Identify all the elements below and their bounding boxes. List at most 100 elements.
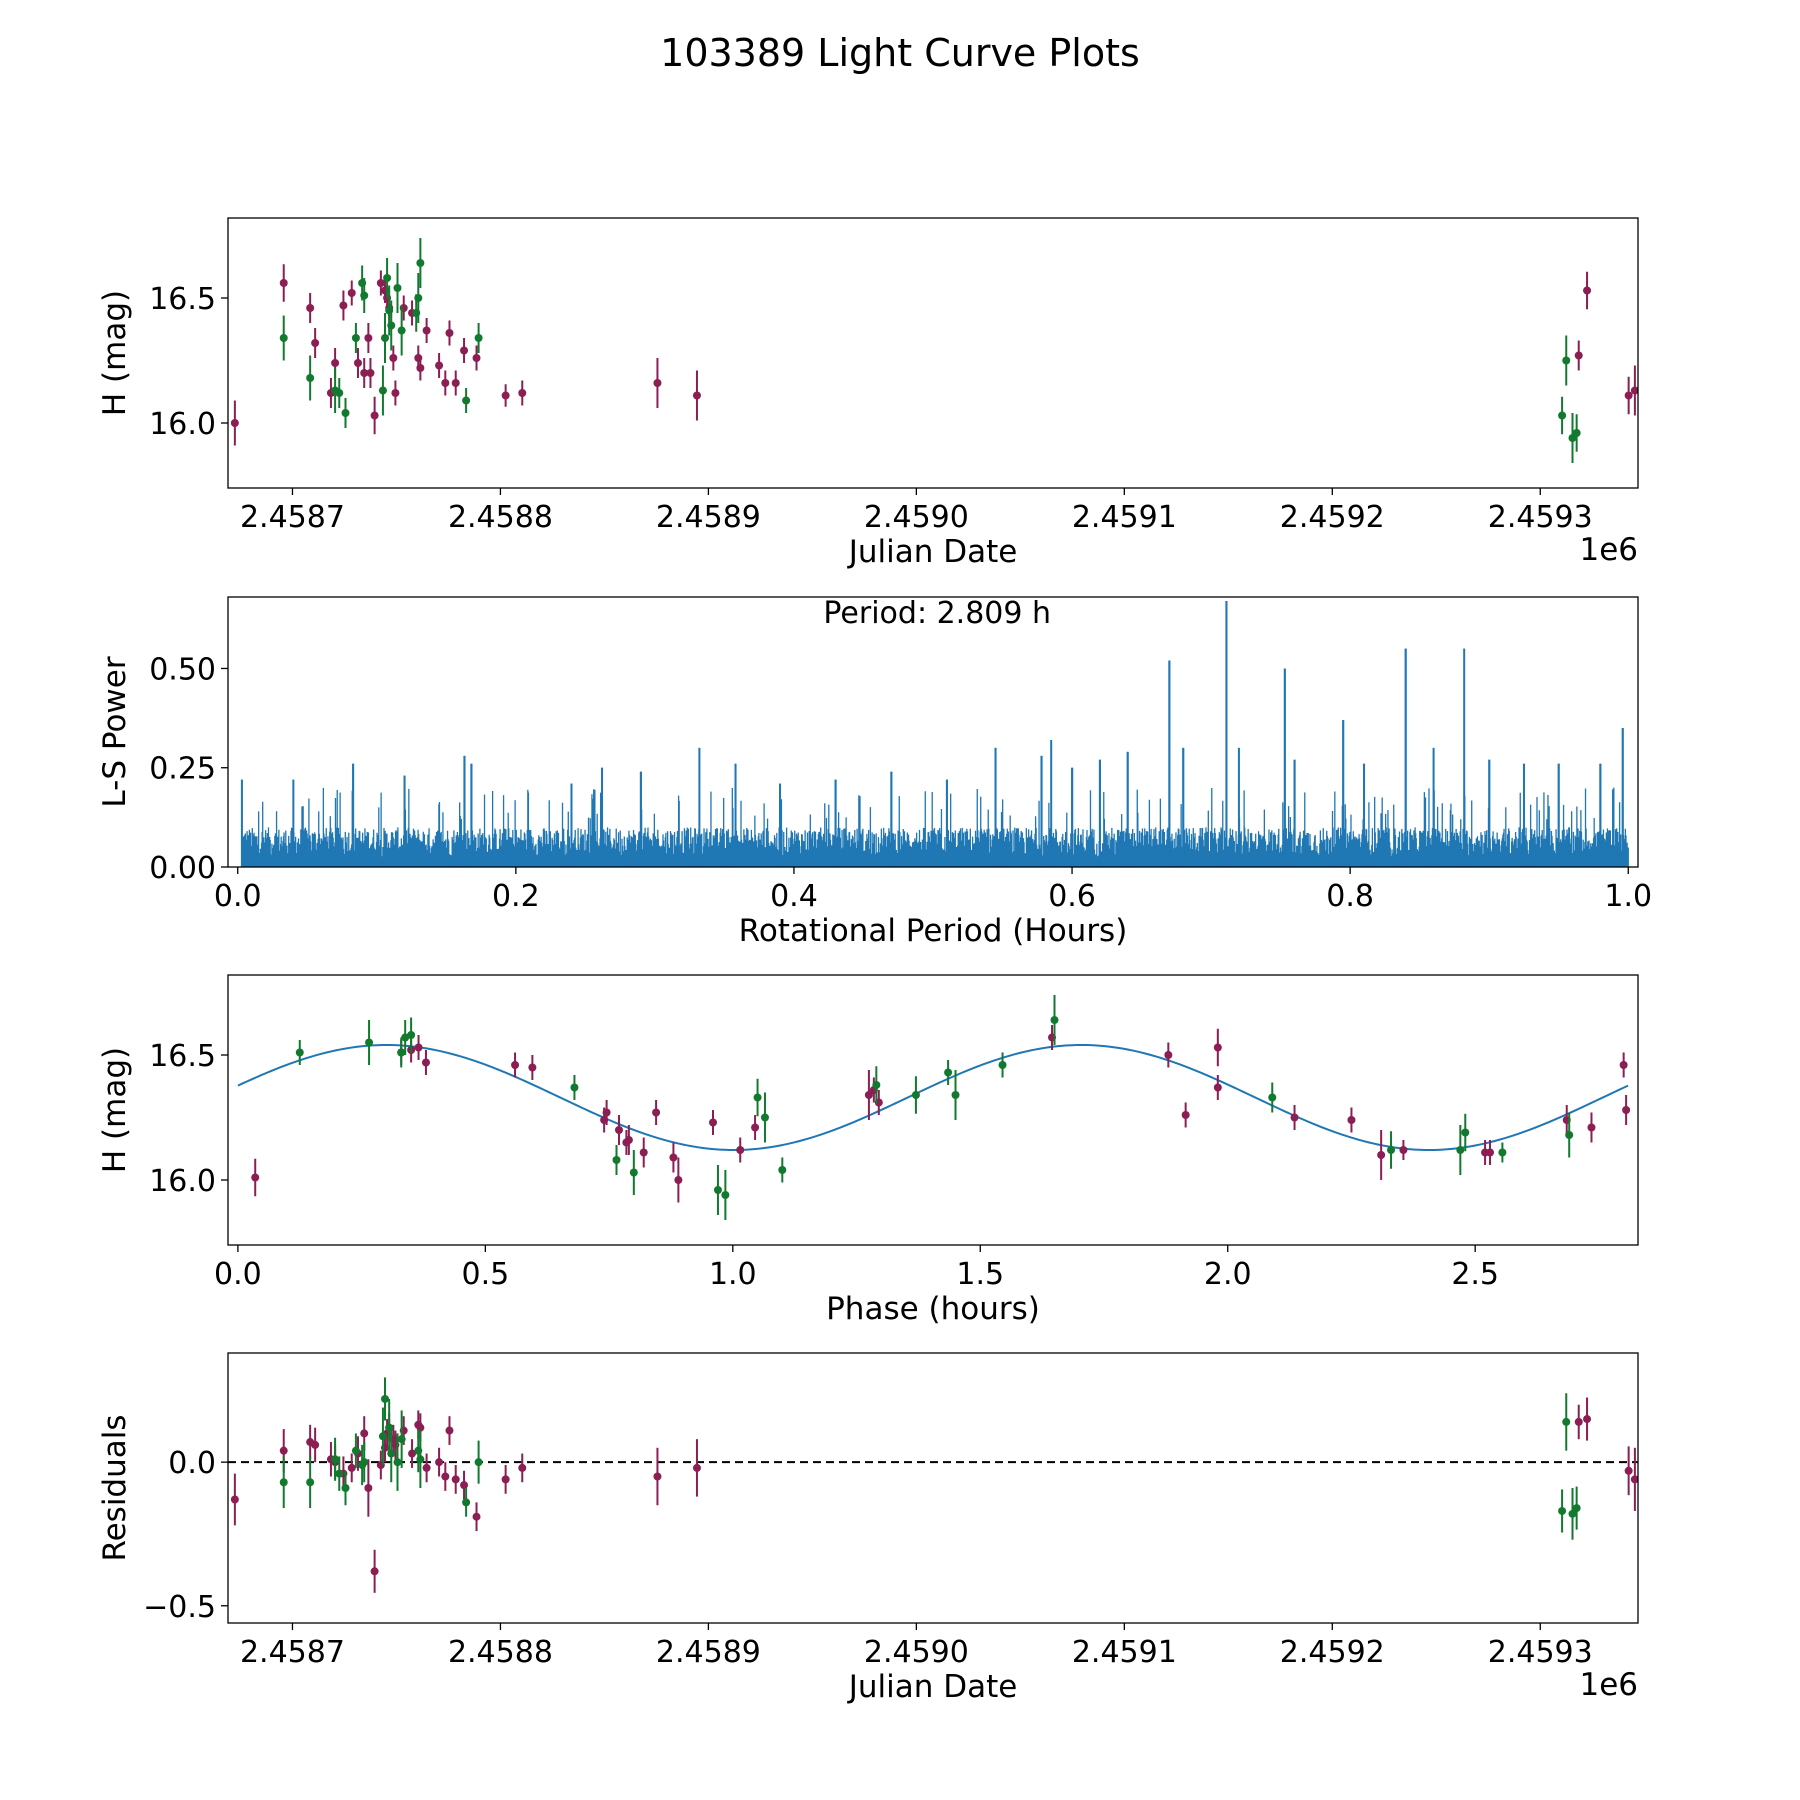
panel-phased: 0.0 0.5 1.0 1.5 2.0 2.5 16.0 16.5 Phase (hours) H…	[97, 974, 1639, 1327]
x-tick-label: 2.4591	[1072, 1635, 1177, 1670]
period-annotation: Period: 2.809 h	[823, 596, 1051, 631]
data-point	[460, 346, 469, 355]
data-point	[460, 1481, 469, 1490]
data-point	[1456, 1146, 1465, 1154]
data-point	[341, 409, 350, 417]
data-point	[518, 389, 527, 397]
y-axis-label: Residuals	[97, 1414, 133, 1561]
data-point	[501, 1475, 510, 1484]
data-point	[639, 1148, 648, 1157]
data-point	[1387, 1146, 1396, 1154]
data-point	[1050, 1016, 1059, 1024]
x-tick-label: 2.4589	[656, 1635, 761, 1670]
data-point	[1562, 356, 1571, 365]
data-point	[1377, 1151, 1386, 1159]
data-point	[1565, 1131, 1574, 1139]
data-point	[1574, 351, 1583, 360]
x-tick-label: 0.0	[214, 1257, 262, 1292]
data-point	[381, 1394, 390, 1403]
data-point	[462, 396, 471, 405]
data-point	[422, 1463, 431, 1472]
data-point	[376, 279, 385, 287]
x-tick-label: 2.4588	[448, 500, 553, 535]
data-point	[435, 1458, 444, 1467]
data-point	[944, 1068, 953, 1077]
data-point	[674, 1176, 683, 1184]
data-point	[441, 379, 450, 387]
panel-periodogram: Period: 2.809 h 0.0 0.2 0.4 0.6 0.8 1.0 0.00 0.2…	[97, 596, 1652, 949]
data-point	[295, 1048, 304, 1057]
data-point	[472, 1512, 481, 1521]
data-point	[1486, 1148, 1495, 1157]
x-tick-label: 2.4590	[864, 500, 969, 535]
data-point	[393, 284, 402, 292]
y-axis-label: H (mag)	[97, 290, 133, 416]
data-point	[339, 301, 348, 310]
data-point	[518, 1463, 527, 1472]
data-point	[872, 1081, 881, 1089]
data-point	[1630, 386, 1638, 395]
data-point	[378, 386, 387, 395]
y-tick-label: −0.5	[143, 1590, 216, 1625]
power-peaks	[240, 600, 1624, 867]
data-point	[422, 326, 431, 335]
data-point	[387, 321, 396, 330]
data-point	[1562, 1417, 1571, 1426]
x-tick-label: 2.4593	[1488, 500, 1593, 535]
x-tick-label: 0.0	[214, 879, 262, 914]
y-tick-label: 16.0	[149, 407, 216, 442]
data-point	[407, 1031, 416, 1039]
data-point	[612, 1156, 621, 1164]
x-tick-label: 0.6	[1048, 879, 1096, 914]
data-point	[416, 364, 425, 372]
x-axis-label: Phase (hours)	[826, 1291, 1040, 1327]
data-point	[760, 1113, 769, 1122]
data-point	[753, 1093, 762, 1102]
data-point	[653, 1472, 662, 1481]
data-point	[474, 334, 483, 342]
data-point	[778, 1166, 787, 1174]
data-point	[365, 1038, 374, 1047]
data-point	[652, 1108, 661, 1117]
x-tick-label: 2.4592	[1280, 1635, 1385, 1670]
data-point	[360, 1429, 369, 1438]
data-point	[230, 419, 239, 427]
data-point	[602, 1108, 611, 1117]
data-point	[251, 1173, 260, 1182]
data-point	[306, 304, 315, 312]
data-point	[501, 391, 510, 400]
x-tick-label: 2.4589	[656, 500, 761, 535]
data-point	[1558, 1506, 1567, 1515]
data-point	[391, 389, 400, 397]
data-point	[1619, 1061, 1628, 1069]
data-point	[511, 1061, 520, 1069]
data-point	[1630, 1475, 1638, 1484]
data-point	[692, 1463, 701, 1472]
data-point	[393, 1458, 402, 1467]
data-point	[397, 1435, 406, 1444]
data-point	[311, 1440, 320, 1449]
data-point	[998, 1061, 1007, 1069]
data-point	[421, 1058, 430, 1067]
y-axis-label: L-S Power	[97, 656, 133, 807]
plot-panels: 2.4587 2.4588 2.4589 2.4590 2.4591 2.4592 2.45…	[97, 217, 1652, 1705]
data-point	[445, 329, 454, 337]
plot-area-raw	[230, 238, 1638, 463]
data-point	[669, 1153, 678, 1162]
x-axis-offset-label: 1e6	[1579, 1667, 1638, 1703]
data-point	[414, 294, 423, 302]
data-point	[347, 1463, 356, 1472]
data-point	[279, 1478, 288, 1487]
data-point	[416, 1455, 425, 1464]
data-point	[864, 1091, 873, 1099]
data-point	[331, 1455, 340, 1464]
x-tick-label: 0.5	[461, 1257, 509, 1292]
y-tick-label: 16.5	[149, 282, 216, 317]
data-point	[331, 359, 340, 367]
data-point	[472, 354, 481, 362]
axes-frame	[227, 1352, 1639, 1624]
y-tick-label: 16.0	[149, 1164, 216, 1199]
x-tick-label: 2.0	[1204, 1257, 1252, 1292]
series-red-band	[251, 1025, 1631, 1203]
